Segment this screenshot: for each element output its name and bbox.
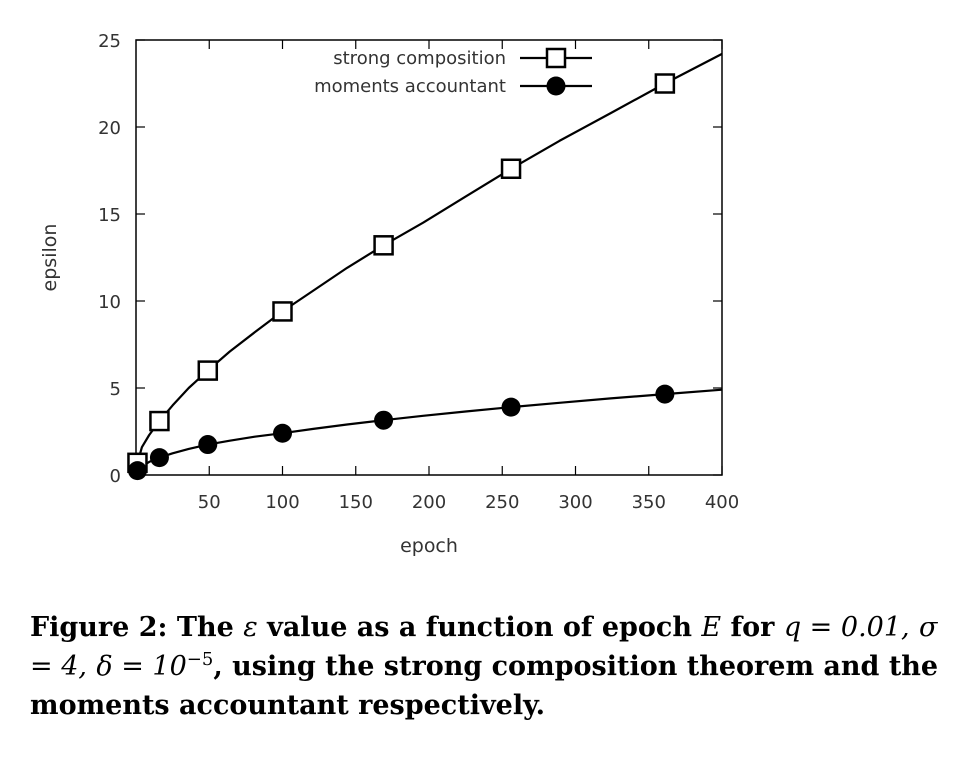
y-tick-label: 0 — [110, 466, 121, 487]
legend-label-moments-accountant: moments accountant — [314, 76, 506, 97]
data-point-moments-accountant — [501, 397, 521, 417]
x-tick-label: 50 — [198, 492, 221, 513]
legend-marker-moments-accountant — [546, 76, 566, 96]
figure-caption: Figure 2: The ε value as a function of e… — [30, 608, 955, 725]
x-axis-label: epoch — [400, 535, 458, 557]
caption-label: Figure 2: — [30, 612, 168, 643]
y-axis-label: epsilon — [39, 224, 61, 292]
caption-text-4: , using the strong composition theorem a… — [30, 651, 939, 721]
caption-delta-base: δ = 10 — [96, 651, 187, 682]
data-point-moments-accountant — [127, 461, 147, 481]
caption-epsilon-symbol: ε — [243, 612, 258, 643]
y-tick-label: 20 — [98, 118, 121, 139]
data-point-strong-composition — [654, 73, 676, 94]
caption-text-1: The — [176, 612, 234, 643]
x-tick-label: 400 — [705, 492, 739, 513]
data-point-moments-accountant — [374, 410, 394, 430]
data-point-strong-composition — [373, 235, 394, 256]
axis-ticks: 50 100 150 200 250 300 350 400 0 5 10 15 20 25 — [98, 31, 739, 513]
legend-marker-strong-composition — [545, 47, 567, 69]
data-point-strong-composition — [272, 301, 293, 322]
caption-epoch-symbol: E — [701, 612, 722, 643]
plot-area-frame — [135, 39, 723, 476]
chart: 50 100 150 200 250 300 350 400 0 5 10 15 20 25 strong… — [39, 31, 739, 557]
data-point-strong-composition — [149, 410, 170, 432]
data-point-moments-accountant — [655, 384, 675, 404]
series-line-moments-accountant — [135, 388, 723, 474]
caption-delta-expr: δ = 10−5 — [96, 649, 214, 683]
caption-text-2: value as a function of epoch — [267, 612, 693, 643]
series-markers — [127, 73, 676, 481]
series-line-strong-composition — [135, 52, 723, 474]
caption-sigma-expr: σ = 4, — [30, 612, 938, 682]
y-tick-label: 10 — [98, 292, 121, 313]
y-tick-label: 25 — [98, 31, 121, 52]
data-point-strong-composition — [500, 158, 522, 180]
x-tick-label: 200 — [412, 492, 446, 513]
data-point-moments-accountant — [149, 448, 169, 468]
data-point-strong-composition — [197, 360, 219, 381]
data-point-moments-accountant — [273, 423, 292, 443]
caption-delta-exponent: −5 — [186, 649, 214, 670]
y-tick-label: 5 — [110, 379, 121, 400]
caption-q-expr: q = 0.01, — [783, 612, 910, 643]
caption-text-3: for — [730, 612, 775, 643]
legend: strong composition moments accountant — [314, 47, 592, 97]
x-tick-label: 350 — [632, 492, 666, 513]
series-lines — [135, 52, 723, 474]
data-point-moments-accountant — [198, 435, 218, 455]
x-tick-label: 300 — [558, 492, 592, 513]
legend-label-strong-composition: strong composition — [333, 48, 506, 69]
x-tick-label: 250 — [485, 492, 519, 513]
y-tick-label: 15 — [98, 205, 121, 226]
x-tick-label: 150 — [339, 492, 373, 513]
x-tick-label: 100 — [265, 492, 299, 513]
